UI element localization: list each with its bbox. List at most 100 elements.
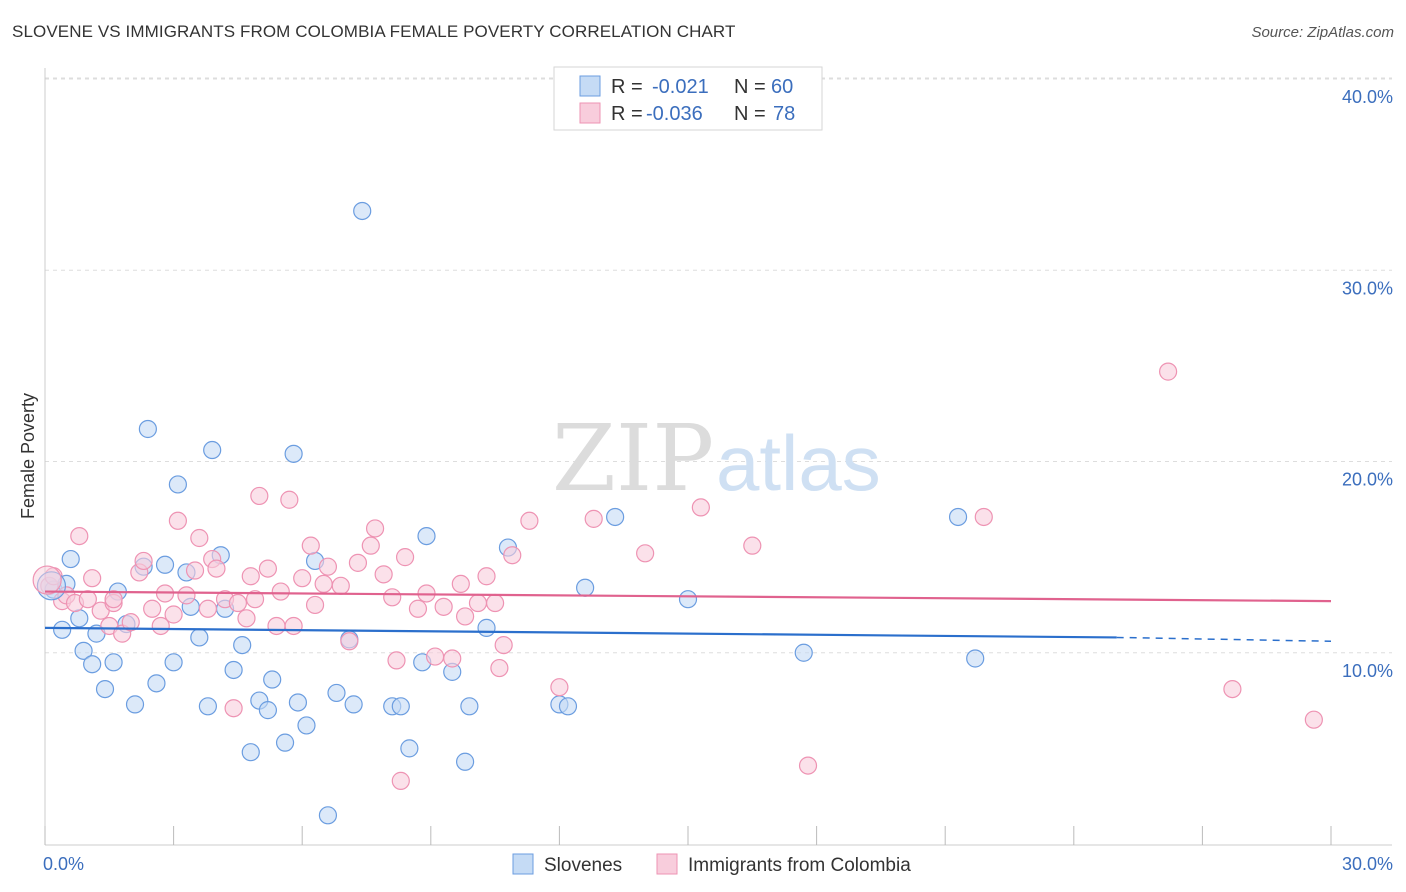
point-colombia-76 xyxy=(104,590,123,609)
point-slovenes-26 xyxy=(224,660,243,680)
point-colombia-61 xyxy=(486,593,505,613)
chart-title: SLOVENE VS IMMIGRANTS FROM COLOMBIA FEMA… xyxy=(12,22,736,41)
point-slovenes-6 xyxy=(83,655,102,674)
gridlines xyxy=(45,77,1392,654)
point-colombia-74 xyxy=(1223,679,1242,699)
point-colombia-73 xyxy=(1159,362,1178,381)
point-colombia-42 xyxy=(331,576,350,595)
legend-bottom: Slovenes Immigrants from Colombia xyxy=(512,853,911,876)
point-colombia-20 xyxy=(177,586,196,605)
point-colombia-37 xyxy=(293,569,312,588)
point-colombia-50 xyxy=(391,771,410,790)
point-colombia-6 xyxy=(78,590,97,609)
legend-bottom-label-colombia: Immigrants from Colombia xyxy=(688,855,911,876)
y-tick-label-0: 10.0% xyxy=(1342,661,1393,681)
legend-r-value-2: -0.036 xyxy=(646,103,703,125)
legend-n-value-1: 60 xyxy=(771,76,793,98)
point-slovenes-57 xyxy=(794,643,813,662)
point-colombia-59 xyxy=(468,593,488,613)
svg-text:78: 78 xyxy=(773,103,795,125)
point-colombia-54 xyxy=(425,647,445,666)
point-colombia-5 xyxy=(70,526,89,546)
trend-line-colombia xyxy=(44,590,1332,603)
point-slovenes-14 xyxy=(138,419,157,439)
legend-r-label-1: R = xyxy=(611,76,643,98)
point-slovenes-37 xyxy=(318,806,338,825)
point-slovenes-58 xyxy=(948,507,968,527)
point-slovenes-15 xyxy=(147,674,166,693)
point-colombia-52 xyxy=(408,599,428,618)
point-colombia-60 xyxy=(477,567,496,586)
source-label: Source: ZipAtlas.com xyxy=(1251,24,1394,41)
legend-n-value-2: 78 xyxy=(773,103,795,125)
point-colombia-14 xyxy=(134,551,153,571)
point-slovenes-38 xyxy=(327,683,346,703)
point-slovenes-56 xyxy=(678,590,698,609)
point-colombia-23 xyxy=(198,599,217,618)
point-colombia-29 xyxy=(237,609,256,628)
svg-text:-0.021: -0.021 xyxy=(652,76,709,98)
point-colombia-58 xyxy=(455,607,475,626)
point-colombia-33 xyxy=(267,616,286,636)
legend-bottom-swatch-colombia xyxy=(656,853,678,875)
trend-lines xyxy=(44,590,1332,643)
point-colombia-38 xyxy=(301,536,320,555)
point-slovenes-16 xyxy=(155,555,175,574)
point-colombia-63 xyxy=(494,635,513,655)
watermark-atlas: atlas xyxy=(716,419,881,507)
point-colombia-47 xyxy=(374,565,393,584)
point-slovenes-46 xyxy=(417,526,436,546)
point-slovenes-48 xyxy=(455,752,475,771)
svg-text:N =: N = xyxy=(734,76,766,98)
point-colombia-66 xyxy=(550,678,569,697)
y-tick-label-2: 30.0% xyxy=(1342,278,1393,298)
trend-line-slovenes xyxy=(44,626,1117,639)
point-colombia-39 xyxy=(305,595,325,615)
point-colombia-18 xyxy=(164,605,183,624)
legend-top: R = -0.021 N = 60 R = -0.036 N = 78 xyxy=(553,66,823,131)
svg-text:R =: R = xyxy=(611,103,643,125)
svg-text:R =: R = xyxy=(611,76,643,98)
point-slovenes-49 xyxy=(460,697,479,716)
point-slovenes-22 xyxy=(198,697,217,716)
point-slovenes-8 xyxy=(95,679,115,699)
point-colombia-16 xyxy=(151,616,170,636)
x-tick-label-0: 0.0% xyxy=(43,854,84,874)
point-colombia-67 xyxy=(584,509,603,528)
point-slovenes-55 xyxy=(606,507,625,527)
legend-r-label-2: R = xyxy=(611,103,643,125)
point-slovenes-30 xyxy=(258,701,278,720)
point-slovenes-41 xyxy=(353,201,372,221)
watermark-zip: ZIP xyxy=(552,405,714,512)
point-slovenes-40 xyxy=(344,695,363,714)
point-slovenes-32 xyxy=(275,733,295,752)
legend-bottom-label-slovenes: Slovenes xyxy=(544,855,622,876)
point-slovenes-23 xyxy=(203,440,222,460)
point-colombia-40 xyxy=(314,574,333,594)
point-slovenes-1 xyxy=(53,620,72,639)
point-slovenes-33 xyxy=(284,444,303,463)
legend-n-label-2: N = xyxy=(734,103,766,125)
point-colombia-43 xyxy=(340,632,359,651)
point-slovenes-53 xyxy=(558,697,578,716)
point-colombia-25 xyxy=(207,559,226,578)
point-slovenes-9 xyxy=(104,653,123,672)
y-tick-label-3: 40.0% xyxy=(1342,87,1393,107)
legend-swatch-colombia xyxy=(579,102,601,124)
point-colombia-55 xyxy=(434,597,453,616)
point-colombia-64 xyxy=(503,546,522,565)
point-slovenes-12 xyxy=(125,695,145,714)
point-slovenes-35 xyxy=(297,716,316,735)
svg-text:N =: N = xyxy=(734,103,766,125)
y-axis-label: Female Poverty xyxy=(18,393,38,519)
point-colombia-22 xyxy=(190,528,209,548)
point-colombia-32 xyxy=(258,559,278,578)
point-colombia-72 xyxy=(974,507,993,527)
point-colombia-41 xyxy=(318,557,338,576)
legend-r-value-1: -0.021 xyxy=(652,76,709,98)
point-colombia-31 xyxy=(250,486,269,506)
point-colombia-48 xyxy=(383,588,402,607)
svg-text:60: 60 xyxy=(771,76,793,98)
point-colombia-56 xyxy=(443,649,462,668)
